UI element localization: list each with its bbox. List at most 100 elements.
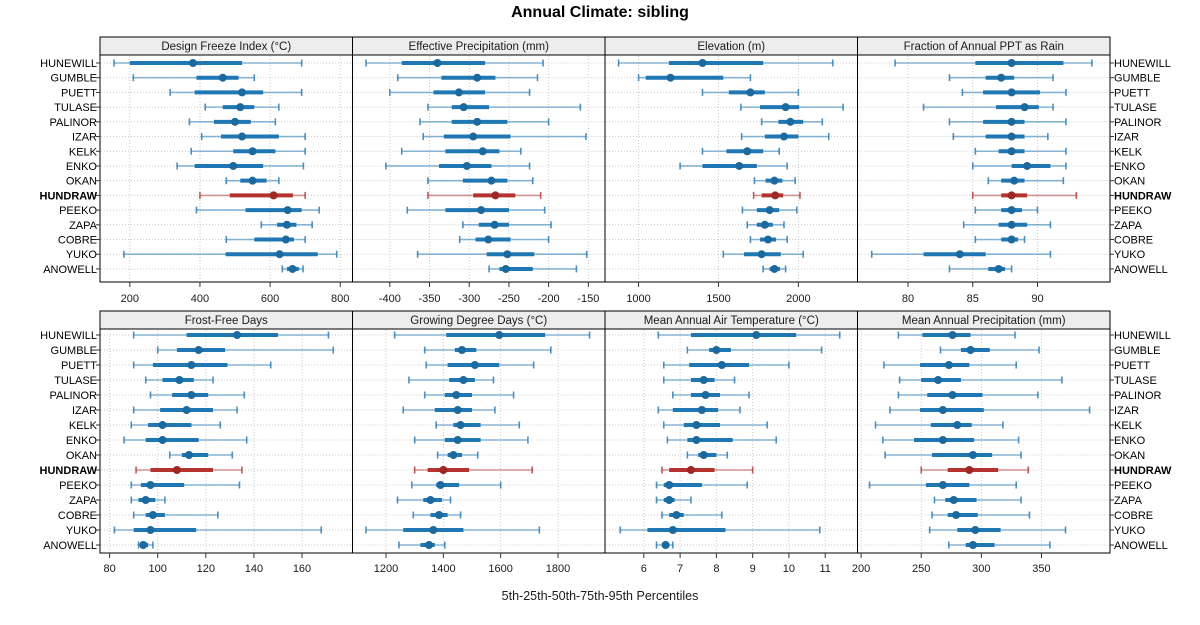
percentile-row-puett [169,88,303,97]
percentile-row-hunewill [113,59,303,67]
median-dot [692,421,701,429]
percentile-row-puett [389,88,531,97]
median-dot [779,132,788,141]
percentile-row-yuko [619,526,821,534]
median-dot [1007,191,1016,200]
panel-frost-free-days: Frost-Free Days 80 100 120 140 160 [99,310,353,575]
station-label-left-izar: IZAR [72,132,97,144]
panel-title: Effective Precipitation (mm) [409,41,550,53]
median-dot [490,220,499,229]
median-dot [184,451,193,459]
percentile-row-kelk [435,421,521,429]
percentile-row-palinor [760,117,824,126]
median-dot [426,496,435,504]
station-label-right-anowell: ANOWELL [1114,540,1168,552]
percentile-row-puett [132,361,272,369]
percentile-row-palinor [188,117,277,126]
station-label-right-puett: PUETT [1114,87,1150,99]
station-label-right-yuko: YUKO [1114,525,1146,537]
median-dot [175,376,184,384]
percentile-row-enko [413,436,529,444]
x-tick-label: 1600 [488,563,512,575]
median-dot [454,88,463,97]
panel-border [99,54,353,283]
percentile-row-okan [168,451,234,459]
median-dot [449,451,458,459]
percentile-row-enko [666,436,778,444]
percentile-row-anowell [762,264,787,273]
station-label-left-cobre: COBRE [58,235,97,247]
median-dot [139,541,148,549]
median-dot [771,191,780,200]
percentile-row-gumble [423,346,552,354]
x-tick-label: 120 [197,563,215,575]
x-tick-label: 250 [912,563,930,575]
median-dot [1010,176,1019,185]
percentile-row-palinor [423,391,515,399]
median-dot [470,361,479,369]
median-dot [781,103,790,112]
panel-border [99,328,353,554]
median-dot [666,73,675,82]
station-label-left-tulase: TULASE [54,102,97,114]
percentile-row-palinor [672,391,750,399]
station-label-right-palinor: PALINOR [1114,117,1162,129]
median-dot [699,376,708,384]
median-dot [141,496,150,504]
station-label-right-cobre: COBRE [1114,510,1153,522]
median-dot [1007,220,1016,229]
percentile-row-hunewill [393,331,591,339]
percentile-row-kelk [701,147,780,156]
x-tick-label: 100 [149,563,167,575]
median-dot [233,331,242,339]
percentile-row-hundraw [920,466,1030,474]
percentile-row-palinor [897,391,1039,399]
median-dot [248,147,257,156]
percentile-row-gumble [686,346,823,354]
x-tick-label: 80 [902,293,914,305]
station-label-left-enko: ENKO [66,161,98,173]
median-dot [938,436,947,444]
percentile-row-tulase [898,376,1063,384]
percentile-row-puett [662,361,790,369]
station-label-right-izar: IZAR [1114,405,1139,417]
percentile-row-okan [987,176,1065,185]
station-label-right-zapa: ZAPA [1114,220,1143,232]
station-label-right-peeko: PEEKO [1114,205,1152,217]
station-label-left-kelk: KELK [69,146,98,158]
x-tick-label: -300 [458,293,480,305]
percentile-row-cobre [661,511,723,519]
x-tick-label: 1000 [626,293,650,305]
station-label-right-puett: PUETT [1114,360,1150,372]
x-tick-label: 600 [261,293,279,305]
median-dot [429,526,438,534]
median-dot [148,511,157,519]
median-dot [172,466,181,474]
x-tick-label: -350 [419,293,441,305]
median-dot [435,511,444,519]
median-dot [686,466,695,474]
panel-border [857,54,1111,283]
percentile-row-gumble [637,73,752,82]
station-label-left-hundraw: HUNDRAW [40,190,98,202]
median-dot [952,511,961,519]
median-dot [743,147,752,156]
panel-effective-precipitation-mm: Effective Precipitation (mm) -400 -350 -300… [352,36,606,305]
median-dot [672,511,681,519]
percentile-row-enko [971,161,1067,170]
percentile-row-hundraw [971,191,1078,200]
median-dot [477,206,486,215]
median-dot [1007,88,1016,97]
x-tick-label: 1500 [706,293,730,305]
x-tick-label: 140 [245,563,263,575]
percentile-row-palinor [419,117,550,126]
x-tick-label: -250 [498,293,520,305]
station-label-left-anowell: ANOWELL [43,264,97,276]
median-dot [717,361,726,369]
panel-title: Elevation (m) [697,41,765,53]
median-dot [229,161,238,170]
median-dot [760,220,769,229]
median-dot [459,103,468,112]
